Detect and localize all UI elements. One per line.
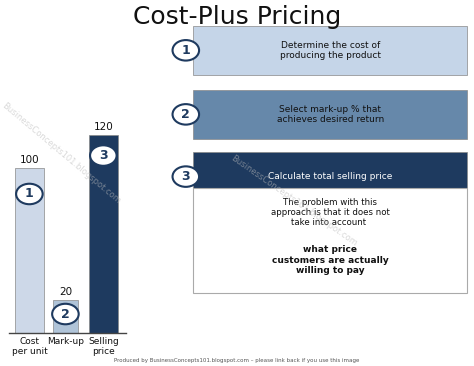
Circle shape (173, 40, 199, 60)
Text: BusinessConcepts101.blogspot.com: BusinessConcepts101.blogspot.com (229, 154, 359, 249)
Text: 20: 20 (59, 287, 72, 297)
Text: 2: 2 (61, 307, 70, 321)
FancyBboxPatch shape (89, 135, 118, 333)
Circle shape (173, 104, 199, 124)
Text: Cost-Plus Pricing: Cost-Plus Pricing (133, 5, 341, 30)
Text: 1: 1 (182, 44, 190, 57)
Text: Select mark-up % that
achieves desired return: Select mark-up % that achieves desired r… (276, 105, 384, 124)
Text: 120: 120 (93, 123, 113, 132)
FancyBboxPatch shape (193, 26, 467, 75)
Circle shape (173, 166, 199, 187)
Text: Cost
per unit: Cost per unit (11, 337, 47, 356)
Circle shape (16, 184, 43, 204)
Text: 3: 3 (99, 149, 108, 162)
FancyBboxPatch shape (193, 152, 467, 201)
Text: 3: 3 (182, 170, 190, 183)
FancyBboxPatch shape (53, 300, 78, 333)
Text: Mark-up: Mark-up (47, 337, 84, 346)
Circle shape (90, 145, 117, 166)
Text: BusinessConcepts101.blogspot.com: BusinessConcepts101.blogspot.com (0, 101, 123, 206)
FancyBboxPatch shape (193, 188, 467, 293)
Circle shape (52, 304, 79, 324)
FancyBboxPatch shape (193, 90, 467, 139)
FancyBboxPatch shape (15, 168, 44, 333)
Text: 100: 100 (19, 156, 39, 165)
Text: 1: 1 (25, 187, 34, 201)
Text: Calculate total selling price: Calculate total selling price (268, 172, 392, 181)
Text: Produced by BusinessConcepts101.blogspot.com – please link back if you use this : Produced by BusinessConcepts101.blogspot… (114, 358, 360, 363)
Text: The problem with this
approach is that it does not
take into account: The problem with this approach is that i… (271, 198, 390, 227)
Text: Determine the cost of
producing the product: Determine the cost of producing the prod… (280, 41, 381, 60)
Text: Selling
price: Selling price (88, 337, 118, 356)
Text: what price
customers are actually
willing to pay: what price customers are actually willin… (272, 245, 389, 275)
Text: 2: 2 (182, 108, 190, 121)
